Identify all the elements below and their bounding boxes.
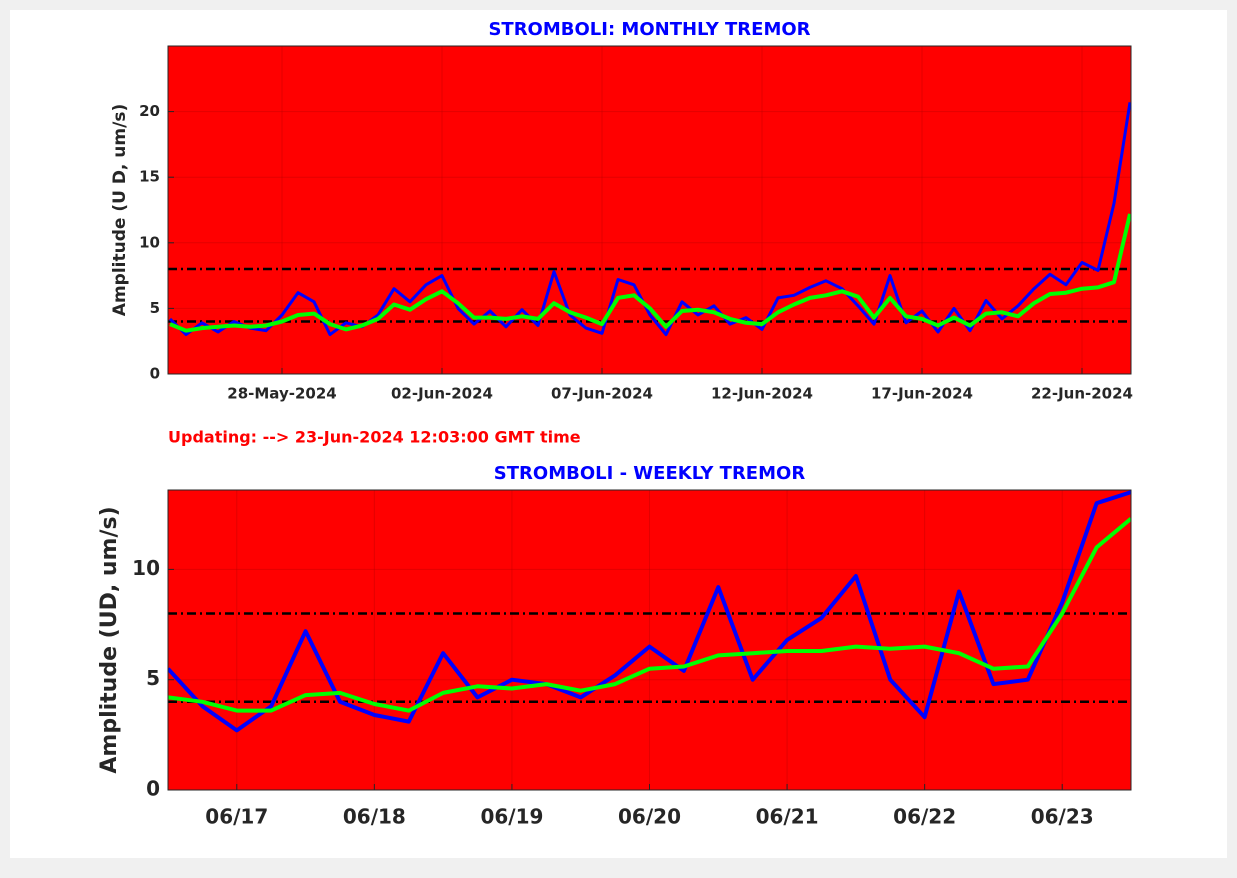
x-tick-label: 28-May-2024 bbox=[227, 385, 336, 403]
chart-title: STROMBOLI - WEEKLY TREMOR bbox=[494, 463, 806, 484]
x-tick-label: 06/22 bbox=[893, 805, 956, 829]
x-tick-label: 06/18 bbox=[343, 805, 406, 829]
series-line bbox=[168, 490, 1131, 733]
series-line bbox=[168, 517, 1131, 713]
x-tick-label: 06/20 bbox=[618, 805, 681, 829]
x-tick-label: 17-Jun-2024 bbox=[871, 385, 973, 403]
y-tick-label: 5 bbox=[150, 299, 160, 317]
plot-frame bbox=[167, 489, 1132, 791]
y-tick-label: 5 bbox=[146, 666, 160, 690]
y-tick-label: 0 bbox=[146, 777, 160, 801]
x-tick-label: 22-Jun-2024 bbox=[1031, 385, 1133, 403]
x-tick-label: 07-Jun-2024 bbox=[551, 385, 653, 403]
series-line bbox=[168, 102, 1131, 337]
x-tick-label: 02-Jun-2024 bbox=[391, 385, 493, 403]
plot-area bbox=[168, 46, 1131, 374]
plot-frame bbox=[167, 45, 1132, 375]
update-annotation: Updating: --> 23-Jun-2024 12:03:00 GMT t… bbox=[168, 428, 581, 447]
series-line bbox=[169, 213, 1131, 333]
y-tick-label: 10 bbox=[132, 556, 160, 580]
y-tick-label: 0 bbox=[150, 365, 160, 383]
x-tick-label: 06/21 bbox=[756, 805, 819, 829]
y-tick-label: 10 bbox=[139, 233, 160, 251]
x-tick-label: 06/17 bbox=[205, 805, 268, 829]
chart-title: STROMBOLI: MONTHLY TREMOR bbox=[488, 19, 810, 40]
x-tick-label: 06/19 bbox=[480, 805, 543, 829]
x-tick-label: 12-Jun-2024 bbox=[711, 385, 813, 403]
y-axis-label: Amplitude (U D, um/s) bbox=[110, 104, 130, 316]
x-tick-label: 06/23 bbox=[1031, 805, 1094, 829]
y-tick-label: 20 bbox=[139, 102, 160, 120]
y-tick-label: 15 bbox=[139, 168, 160, 186]
plot-area bbox=[168, 490, 1131, 790]
y-axis-label: Amplitude (UD, um/s) bbox=[97, 506, 122, 773]
